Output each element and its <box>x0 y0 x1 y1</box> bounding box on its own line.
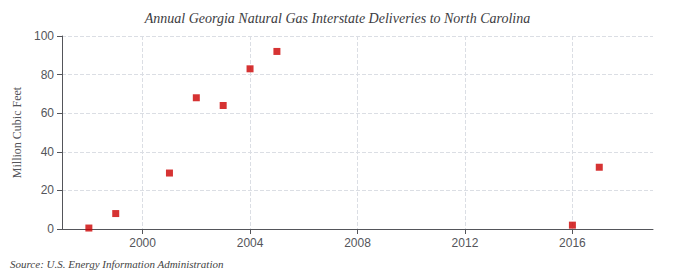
svg-text:2008: 2008 <box>344 236 371 250</box>
svg-text:2012: 2012 <box>452 236 479 250</box>
svg-text:0: 0 <box>47 222 54 236</box>
svg-text:2000: 2000 <box>129 236 156 250</box>
svg-text:2016: 2016 <box>559 236 586 250</box>
svg-text:Million Cubic Feet: Million Cubic Feet <box>10 86 24 178</box>
svg-text:80: 80 <box>41 68 55 82</box>
svg-text:60: 60 <box>41 106 55 120</box>
svg-text:Annual Georgia Natural Gas Int: Annual Georgia Natural Gas Interstate De… <box>144 11 531 26</box>
svg-text:Source: U.S. Energy Informatio: Source: U.S. Energy Information Administ… <box>10 258 224 270</box>
svg-text:2004: 2004 <box>237 236 264 250</box>
svg-text:100: 100 <box>34 29 54 43</box>
svg-text:20: 20 <box>41 183 55 197</box>
svg-text:40: 40 <box>41 145 55 159</box>
